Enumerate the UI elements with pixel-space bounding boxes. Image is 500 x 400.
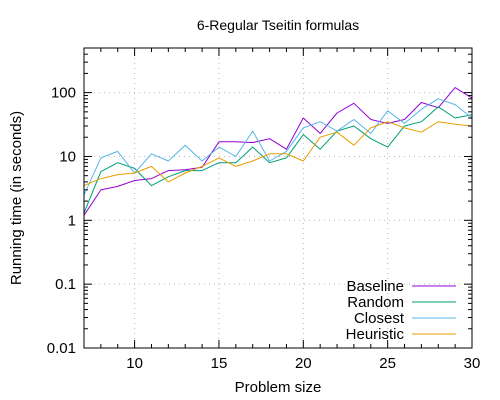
x-tick-label: 20 xyxy=(295,355,312,372)
y-axis-title: Running time (in seconds) xyxy=(8,111,25,285)
y-tick-label: 10 xyxy=(59,148,76,165)
legend-label-baseline: Baseline xyxy=(346,278,404,295)
x-tick-label: 30 xyxy=(464,355,481,372)
x-tick-label: 15 xyxy=(211,355,228,372)
series-line-random xyxy=(83,106,473,214)
legend-label-closest: Closest xyxy=(354,310,405,327)
y-tick-label: 1 xyxy=(68,212,76,229)
x-axis-title: Problem size xyxy=(235,379,322,396)
series-lines xyxy=(83,87,473,216)
chart-title: 6-Regular Tseitin formulas xyxy=(197,17,359,33)
legend-label-heuristic: Heuristic xyxy=(346,326,405,343)
x-tick-label: 10 xyxy=(126,355,143,372)
y-tick-label: 100 xyxy=(51,85,76,102)
series-line-heuristic xyxy=(83,121,473,187)
legend-label-random: Random xyxy=(347,294,404,311)
series-line-baseline xyxy=(83,87,473,216)
y-tick-label: 0.01 xyxy=(47,340,76,357)
x-tick-label: 25 xyxy=(379,355,396,372)
series-line-closest xyxy=(83,98,473,196)
axis-ticks: 10 15 20 25 30 0.01 0.1 1 10 100 xyxy=(47,48,481,372)
plot-frame xyxy=(83,47,473,349)
y-tick-label: 0.1 xyxy=(55,276,76,293)
grid xyxy=(84,48,473,348)
